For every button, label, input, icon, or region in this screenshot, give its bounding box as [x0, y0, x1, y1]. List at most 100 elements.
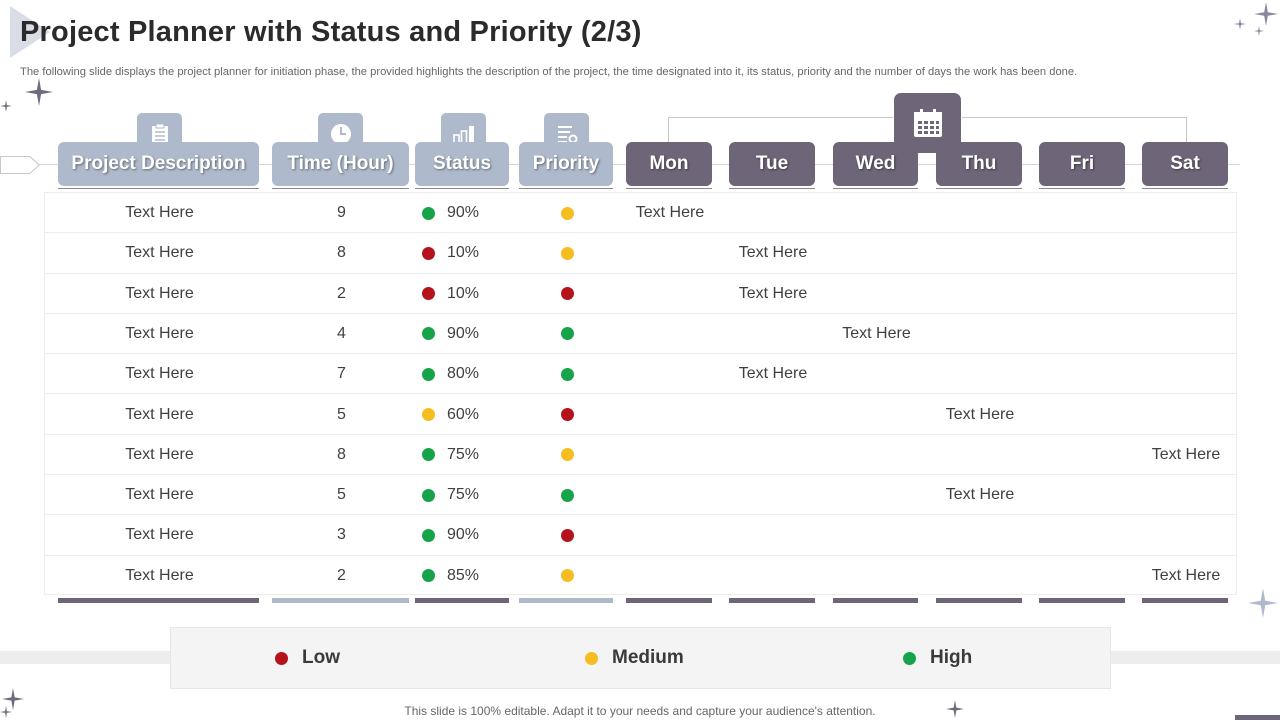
cell-description: Text Here [125, 445, 194, 463]
cell-time: 8 [337, 244, 346, 262]
priority-high-dot-icon [560, 488, 574, 502]
priority-cell [520, 395, 614, 435]
priority-low-dot-icon [560, 287, 574, 301]
cell-description: Text Here [125, 365, 194, 383]
sparkle-icon [2, 688, 24, 710]
header-underline [58, 188, 259, 189]
high-dot-icon [903, 651, 916, 665]
header-underline [519, 188, 613, 189]
page-title: Project Planner with Status and Priority… [20, 16, 642, 48]
cell-day-sat: Text Here [1151, 445, 1221, 463]
header-day-wed: Wed [833, 142, 918, 186]
header-underline [272, 188, 409, 189]
header-day-fri: Fri [1039, 142, 1125, 186]
status-low-dot-icon [422, 246, 435, 260]
table-row: Text Here 8 75% Text Here [45, 435, 1236, 476]
header-underline [1142, 188, 1228, 189]
status-cell [422, 193, 435, 233]
header-underline [936, 188, 1022, 189]
legend-item-low: Low [275, 647, 340, 669]
status-cell [422, 515, 435, 555]
column-footer-bar [58, 598, 259, 603]
cell-time: 7 [337, 365, 346, 383]
status-high-dot-icon [422, 327, 435, 341]
status-cell [422, 274, 435, 314]
low-dot-icon [275, 651, 288, 665]
status-cell [422, 354, 435, 394]
legend-item-high: High [903, 647, 972, 669]
status-cell [422, 435, 435, 475]
status-low-dot-icon [422, 287, 435, 301]
cell-status: 90% [447, 204, 480, 221]
status-cell [422, 556, 435, 596]
cell-status: 75% [447, 486, 480, 504]
cell-description: Text Here [125, 405, 194, 423]
planner-table: Text Here 9 90% Text Here Text Here 8 10% Text … [44, 192, 1237, 595]
legend-item-medium: Medium [585, 647, 684, 669]
cell-time: 5 [337, 486, 346, 504]
header-project-description: Project Description [58, 142, 259, 186]
cell-day-thu: Text Here [945, 405, 1015, 423]
cell-status: 85% [447, 566, 480, 584]
status-cell [422, 233, 435, 273]
page-subtitle: The following slide displays the project… [20, 66, 1078, 78]
cell-time: 2 [337, 566, 346, 584]
header-day-tue: Tue [729, 142, 815, 186]
priority-low-dot-icon [560, 528, 574, 542]
column-footer-bar [1142, 598, 1228, 603]
priority-medium-dot-icon [560, 206, 574, 220]
footer-note: This slide is 100% editable. Adapt it to… [404, 704, 876, 718]
legend-label-high: High [930, 647, 973, 668]
header-status: Status [415, 142, 509, 186]
column-footer-bar [272, 598, 409, 603]
priority-medium-dot-icon [560, 246, 574, 260]
status-high-dot-icon [422, 206, 435, 220]
cell-day-thu: Text Here [945, 486, 1015, 504]
cell-time: 5 [337, 405, 346, 423]
header-underline [626, 188, 712, 189]
cell-description: Text Here [125, 486, 194, 504]
header-underline [415, 188, 509, 189]
priority-cell [520, 274, 614, 314]
header-priority: Priority [519, 142, 613, 186]
cell-time: 2 [337, 284, 346, 302]
status-high-dot-icon [422, 488, 435, 502]
column-footer-bar [833, 598, 918, 603]
cell-description: Text Here [125, 244, 194, 262]
priority-cell [520, 193, 614, 233]
cell-description: Text Here [125, 566, 194, 584]
column-footer-bar [936, 598, 1022, 603]
status-cell [422, 395, 435, 435]
priority-medium-dot-icon [560, 448, 574, 462]
table-row: Text Here 2 10% Text Here [45, 274, 1236, 314]
cell-description: Text Here [125, 526, 194, 544]
header-underline [729, 188, 815, 189]
sparkle-icon [0, 100, 12, 112]
cell-time: 9 [337, 204, 346, 221]
table-row: Text Here 3 90% [45, 515, 1236, 556]
column-footer-bar [729, 598, 815, 603]
sparkle-icon [1254, 26, 1264, 36]
header-day-mon: Mon [626, 142, 712, 186]
cell-time: 3 [337, 526, 346, 544]
priority-cell [520, 556, 614, 596]
corner-bar-decoration [1235, 715, 1280, 720]
table-row: Text Here 7 80% Text Here [45, 354, 1236, 395]
cell-day-wed: Text Here [842, 324, 911, 342]
corner-triangle-decoration [10, 6, 50, 58]
cell-day-tue: Text Here [738, 365, 808, 383]
status-cell [422, 475, 435, 515]
priority-cell [520, 515, 614, 555]
table-row: Text Here 5 60% Text Here [45, 395, 1236, 435]
column-footer-bar [1039, 598, 1125, 603]
priority-cell [520, 435, 614, 475]
cell-time: 8 [337, 445, 346, 463]
cell-status: 60% [447, 405, 480, 423]
sparkle-icon [946, 700, 964, 718]
table-row: Text Here 4 90% Text Here [45, 314, 1236, 355]
legend-label-medium: Medium [612, 647, 684, 668]
status-high-dot-icon [422, 569, 435, 583]
priority-high-dot-icon [560, 327, 574, 341]
column-footer-bar [519, 598, 613, 603]
medium-dot-icon [585, 651, 598, 665]
